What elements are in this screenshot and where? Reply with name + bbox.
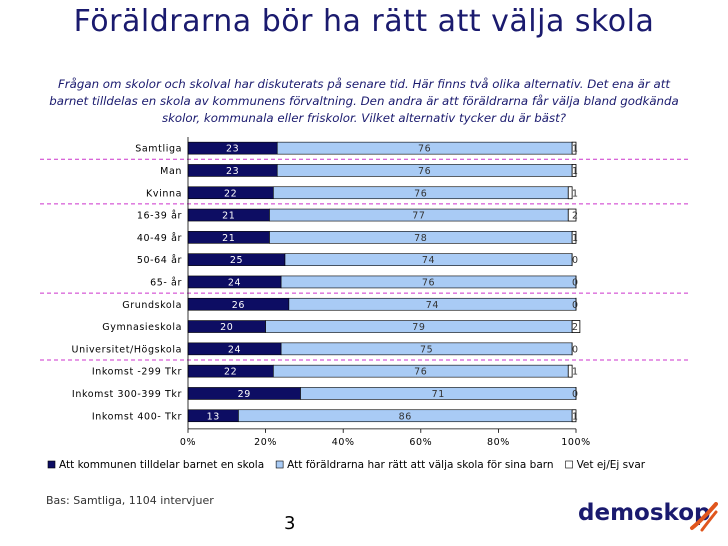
category-label: 50-64 år (137, 255, 182, 266)
data-label: 24 (228, 277, 241, 288)
data-label: 22 (224, 188, 237, 199)
data-label: 1 (572, 233, 578, 244)
data-label: 1 (572, 144, 578, 155)
data-label: 0 (572, 300, 578, 311)
category-label: Universitet/Högskola (72, 344, 182, 355)
data-label: 86 (399, 411, 412, 422)
bar-segment (567, 208, 577, 222)
legend-swatch (565, 460, 573, 469)
data-label: 0 (572, 255, 578, 266)
x-tick-label: 40% (332, 437, 355, 448)
bar-segment (571, 141, 577, 155)
data-label: 75 (420, 344, 433, 355)
demoskop-logo: demoskop (578, 500, 718, 536)
category-label: Inkomst 400- Tkr (92, 411, 182, 422)
legend-swatch (47, 460, 56, 469)
category-label: Inkomst -299 Tkr (92, 367, 182, 378)
data-label: 74 (426, 300, 439, 311)
x-tick-label: 80% (487, 437, 510, 448)
category-label: Kvinna (146, 188, 182, 199)
category-label: 40-49 år (137, 233, 182, 244)
x-tick-label: 20% (254, 437, 277, 448)
category-label: 16-39 år (137, 211, 182, 222)
category-label: Grundskola (122, 300, 182, 311)
data-label: 25 (230, 255, 243, 266)
data-label: 1 (572, 166, 578, 177)
data-label: 26 (232, 300, 245, 311)
page-number: 3 (284, 513, 296, 534)
bar-segment (571, 230, 577, 244)
category-label: Inkomst 300-399 Tkr (72, 389, 182, 400)
data-label: 23 (226, 144, 239, 155)
data-label: 0 (572, 389, 578, 400)
category-label: Gymnasieskola (102, 322, 182, 333)
category-label: Man (160, 166, 182, 177)
data-label: 76 (418, 166, 431, 177)
data-label: 21 (222, 233, 235, 244)
bar-segment (571, 164, 577, 177)
data-label: 76 (414, 367, 427, 378)
data-label: 2 (572, 322, 578, 333)
category-label: Samtliga (135, 144, 182, 155)
data-label: 0 (572, 344, 578, 355)
data-label: 1 (572, 367, 578, 378)
data-label: 2 (572, 211, 578, 222)
legend-swatch (275, 460, 284, 469)
x-tick-label: 0% (180, 437, 196, 448)
data-label: 21 (222, 211, 235, 222)
data-label: 76 (418, 144, 431, 155)
data-label: 79 (412, 322, 425, 333)
data-label: 78 (414, 233, 427, 244)
logo-wordmark: demoskop (578, 500, 711, 526)
data-label: 74 (422, 255, 435, 266)
x-tick-label: 60% (409, 437, 432, 448)
slide-title: Föräldrarna bör ha rätt att välja skola (73, 4, 655, 39)
survey-question: Frågan om skolor och skolval har diskute… (49, 77, 679, 125)
category-label: 65- år (150, 277, 182, 288)
data-label: 20 (220, 322, 233, 333)
bar-segment (571, 409, 577, 423)
data-label: 22 (224, 367, 237, 378)
data-label: 0 (572, 277, 578, 288)
legend-label: Att kommunen tilldelar barnet en skola (59, 459, 264, 471)
logo-swoosh-icon (690, 502, 718, 532)
bar-segment (567, 364, 573, 378)
bar-segment (567, 186, 573, 200)
data-label: 23 (226, 166, 239, 177)
data-label: 1 (572, 411, 578, 422)
data-label: 76 (422, 277, 435, 288)
data-label: 76 (414, 188, 427, 199)
data-label: 71 (432, 389, 445, 400)
legend-label: Att föräldrarna har rätt att välja skola… (287, 459, 553, 471)
bar-segment (571, 320, 581, 333)
base-footnote: Bas: Samtliga, 1104 intervjuer (46, 494, 214, 507)
legend-label: Vet ej/Ej svar (577, 459, 646, 471)
data-label: 13 (207, 411, 220, 422)
data-label: 1 (572, 188, 578, 199)
data-label: 77 (412, 211, 425, 222)
data-label: 24 (228, 344, 241, 355)
data-label: 29 (238, 389, 251, 400)
x-tick-label: 100% (561, 437, 591, 448)
